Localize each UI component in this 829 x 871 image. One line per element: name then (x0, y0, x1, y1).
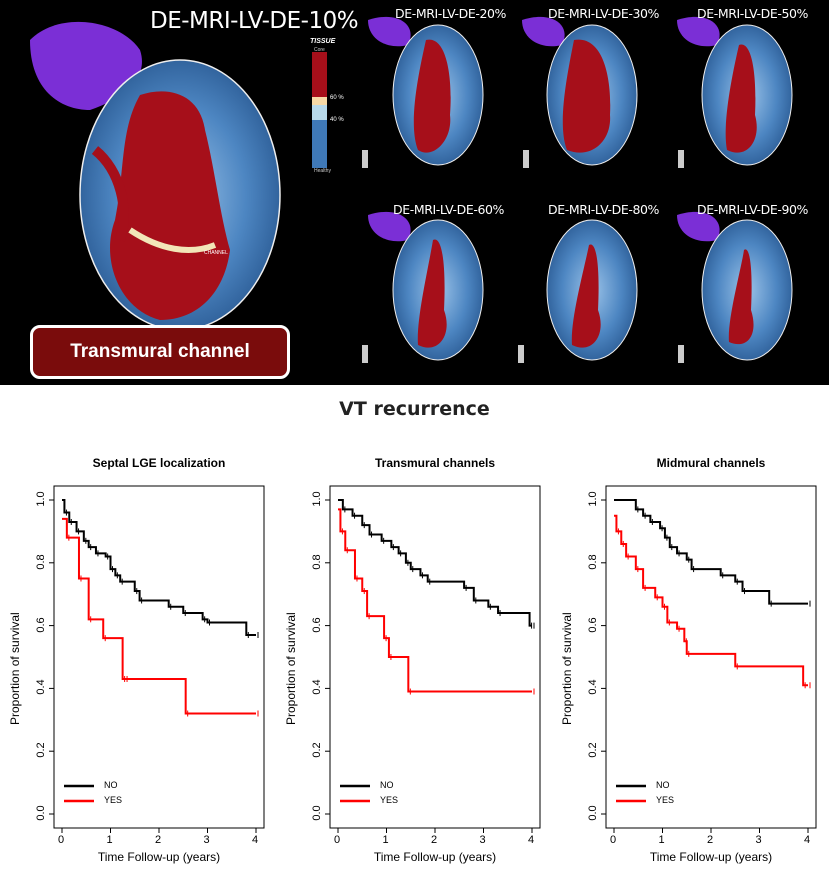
main-heart-map (30, 21, 281, 331)
survival-curve-no (614, 499, 808, 605)
channel-tag: CHANNEL (204, 250, 228, 256)
y-tick-label: 1.0 (587, 491, 599, 507)
orientation-figures (362, 150, 684, 363)
x-tick-label: 2 (155, 834, 162, 846)
thumb-label-50: DE-MRI-LV-DE-50% (697, 6, 809, 21)
y-tick-label: 0.4 (587, 679, 599, 696)
km-plot-transmural (325, 485, 541, 833)
main-map-label: DE-MRI-LV-DE-10% (150, 8, 359, 34)
y-axis-label: Proportion of survival (8, 612, 22, 725)
x-tick-label: 3 (479, 834, 486, 846)
y-tick-label: 0.8 (311, 554, 323, 570)
heart-maps-illustration (30, 16, 793, 363)
x-tick-label: 1 (106, 834, 113, 846)
transmural-channel-callout: Transmural channel (30, 325, 290, 379)
y-tick-label: 0.4 (311, 679, 323, 696)
km-chart-septal: Septal LGE localization 0.0 0.2 0.4 0.6 0.8 1.… (0, 450, 276, 870)
x-axis-label: Time Follow-up (years) (649, 850, 773, 864)
x-tick-label: 4 (804, 834, 811, 846)
x-tick-label: 3 (203, 834, 210, 846)
thumb-label-80: DE-MRI-LV-DE-80% (548, 202, 660, 217)
y-tick-label: 0.0 (587, 805, 599, 821)
plot-frame (605, 485, 817, 829)
tissue-colorbar (312, 52, 327, 168)
legend-60: 60 % (330, 95, 344, 101)
legend-label-yes: YES (656, 795, 675, 805)
thumb-hearts (368, 16, 793, 361)
survival-curve-no (62, 499, 256, 637)
x-tick-label: 4 (252, 834, 259, 846)
atrium-shape (30, 21, 142, 110)
x-tick-label: 0 (334, 834, 341, 846)
y-tick-label: 0.6 (311, 616, 323, 633)
survival-curve-yes (62, 517, 256, 715)
y-tick-label: 0.8 (35, 554, 47, 570)
y-tick-label: 0.2 (587, 742, 599, 758)
y-axis-label: Proportion of survival (560, 612, 574, 725)
thumb-label-20: DE-MRI-LV-DE-20% (395, 6, 507, 21)
legend-40: 40 % (330, 117, 344, 123)
km-chart-midmural: Midmural channels 0.0 0.2 0.4 0.6 0.8 1.0 0 1 2 3 4… (552, 450, 829, 870)
y-tick-label: 0.4 (35, 679, 47, 696)
km-plot-septal (49, 485, 265, 833)
y-tick-label: 0.2 (311, 742, 323, 758)
legend-healthy: Healthy (314, 168, 331, 174)
y-tick-label: 0.6 (587, 616, 599, 633)
km-plot-midmural (601, 485, 817, 833)
x-tick-label: 4 (528, 834, 535, 846)
survival-curve-yes (614, 514, 808, 687)
y-tick-label: 1.0 (311, 491, 323, 507)
legend-label-yes: YES (380, 795, 399, 805)
x-tick-label: 2 (707, 834, 714, 846)
plot-frame (53, 485, 265, 829)
chart-title-midmural: Midmural channels (656, 456, 766, 470)
survival-curve-yes (338, 508, 532, 693)
y-tick-label: 0.6 (35, 616, 47, 633)
section-title: VT recurrence (339, 398, 490, 420)
legend-label-no: NO (380, 780, 394, 790)
legend-label-yes: YES (104, 795, 123, 805)
plot-frame (329, 485, 541, 829)
y-tick-label: 1.0 (35, 491, 47, 507)
x-tick-label: 3 (755, 834, 762, 846)
legend-title: TISSUE (310, 38, 336, 45)
x-axis-label: Time Follow-up (years) (373, 850, 497, 864)
y-tick-label: 0.8 (587, 554, 599, 570)
x-tick-label: 0 (610, 834, 617, 846)
x-tick-label: 0 (58, 834, 65, 846)
legend-label-no: NO (104, 780, 118, 790)
y-tick-label: 0.0 (311, 805, 323, 821)
x-tick-label: 1 (658, 834, 665, 846)
legend-core: Core (314, 47, 325, 53)
thumb-label-60: DE-MRI-LV-DE-60% (393, 202, 505, 217)
x-tick-label: 1 (382, 834, 389, 846)
legend-label-no: NO (656, 780, 670, 790)
thumb-label-90: DE-MRI-LV-DE-90% (697, 202, 809, 217)
y-tick-label: 0.0 (35, 805, 47, 821)
chart-title-transmural: Transmural channels (374, 456, 496, 470)
y-axis-label: Proportion of survival (284, 612, 298, 725)
y-tick-label: 0.2 (35, 742, 47, 758)
x-tick-label: 2 (431, 834, 438, 846)
dual-mri-heart-panel: DE-MRI-LV-DE-10% DE-MRI-LV-DE-20% DE-MRI… (0, 0, 829, 385)
chart-title-septal: Septal LGE localization (92, 456, 226, 470)
x-axis-label: Time Follow-up (years) (97, 850, 221, 864)
thumb-label-30: DE-MRI-LV-DE-30% (548, 6, 660, 21)
km-chart-transmural: Transmural channels 0.0 0.2 0.4 0.6 0.8 1.0 0 1 2… (276, 450, 552, 870)
